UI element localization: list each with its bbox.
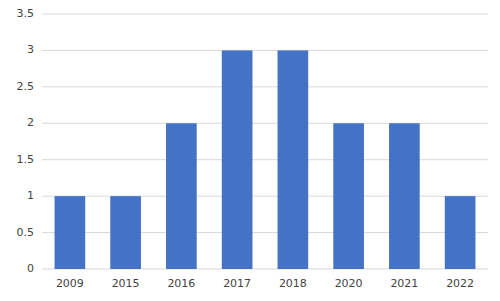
grid-line (42, 269, 488, 270)
bar (333, 123, 364, 269)
grid-line (42, 159, 488, 160)
grid-line (42, 14, 488, 15)
x-tick-label: 2021 (390, 277, 418, 290)
bar (278, 50, 309, 269)
x-tick-label: 2017 (223, 277, 251, 290)
bar (222, 50, 253, 269)
y-tick-label: 3.5 (17, 7, 35, 20)
y-tick-label: 1.5 (17, 153, 35, 166)
x-tick-label: 2009 (56, 277, 84, 290)
grid-line (42, 196, 488, 197)
y-tick-label: 1 (27, 189, 34, 202)
bar (389, 123, 420, 269)
y-tick-label: 2.5 (17, 80, 35, 93)
x-tick-label: 2022 (446, 277, 474, 290)
grid-line (42, 86, 488, 87)
chart-container: 0 0.5 1 1.5 2 2.5 3 3.5 2009 2015 2016 2017 2018 2020… (0, 0, 500, 301)
grid (42, 14, 488, 269)
grid-line (42, 232, 488, 233)
y-tick-label: 0 (27, 262, 34, 275)
y-tick-label: 2 (27, 116, 34, 129)
x-tick-label: 2015 (112, 277, 140, 290)
grid-line (42, 50, 488, 51)
x-axis: 2009 2015 2016 2017 2018 2020 2021 2022 (56, 277, 474, 290)
bar (445, 196, 476, 269)
chart: 0 0.5 1 1.5 2 2.5 3 3.5 2009 2015 2016 2017 2018 2020… (0, 0, 500, 301)
y-tick-label: 3 (27, 43, 34, 56)
x-tick-label: 2016 (167, 277, 195, 290)
y-tick-label: 0.5 (17, 226, 35, 239)
bar (166, 123, 197, 269)
bars (55, 50, 476, 269)
x-tick-label: 2018 (279, 277, 307, 290)
grid-line (42, 123, 488, 124)
bar (55, 196, 86, 269)
bar (110, 196, 141, 269)
x-tick-label: 2020 (335, 277, 363, 290)
y-axis: 0 0.5 1 1.5 2 2.5 3 3.5 (17, 7, 35, 275)
